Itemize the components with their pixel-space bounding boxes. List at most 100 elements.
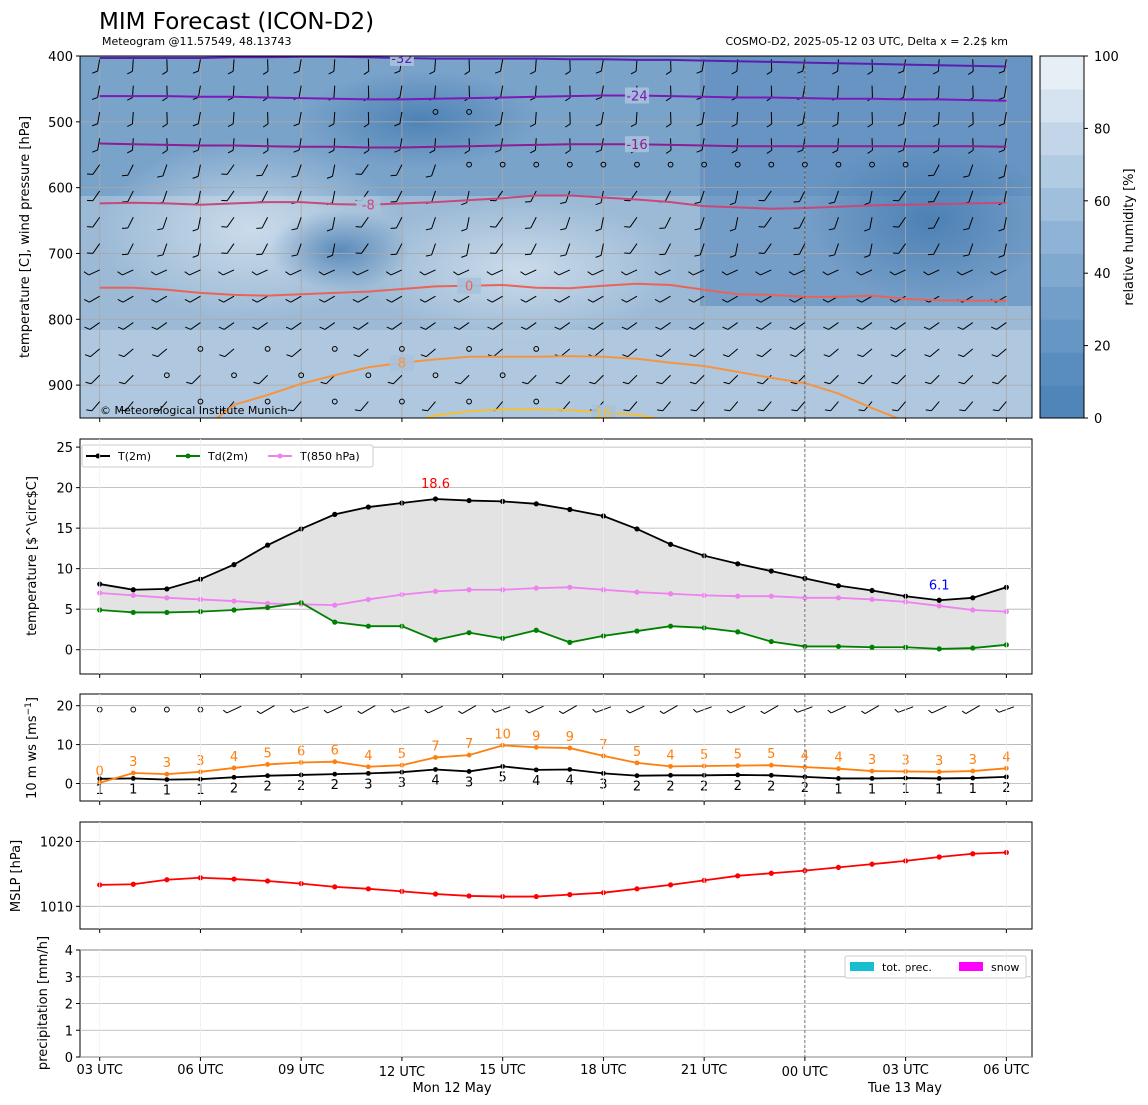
wind-barb: [326, 217, 336, 232]
wind-barb-shaft: [261, 164, 269, 176]
wind-barb-calm: [499, 161, 506, 168]
wind-barb-flag: [756, 354, 763, 358]
wind-barb-flag: [688, 326, 695, 330]
wind-barb-flag: [892, 409, 898, 412]
colorbar-tick-label: 0: [1094, 412, 1102, 427]
wind-barb: [91, 59, 101, 74]
wind-barb-shaft: [361, 243, 369, 254]
wind-barb-shaft: [525, 295, 537, 303]
wind-barb-calm: [432, 372, 439, 379]
wind-barb: [731, 111, 739, 128]
wind-barb-shaft: [827, 269, 839, 276]
wind-barb-shaft: [565, 190, 571, 203]
wind-barb: [998, 217, 1007, 232]
wind-barb-flag: [157, 228, 164, 231]
series-point: [936, 854, 942, 860]
wind-barb-flag: [520, 326, 527, 330]
wind-barb-shaft: [764, 190, 772, 202]
wind-barb-flag: [726, 709, 731, 714]
wind-barb: [554, 295, 571, 303]
series-point: [231, 876, 237, 882]
wind-barb-flag: [621, 298, 627, 303]
wind-barb-shaft: [491, 269, 503, 276]
wind-barb-flag: [461, 202, 467, 206]
wind-barb: [587, 295, 604, 303]
wind-barb-shaft: [699, 190, 705, 203]
wind-barb-shaft: [530, 243, 537, 255]
wind-barb: [162, 111, 168, 128]
colorbar-ticks: 0 20 40 60 80 100: [1084, 50, 1119, 427]
wind-barb: [690, 401, 705, 412]
humidity-dry-blob: [810, 140, 1032, 300]
wind-barb: [355, 216, 369, 228]
wind-barb-flag: [856, 271, 862, 276]
wind-barb-flag: [290, 708, 295, 713]
wind-barb: [756, 348, 772, 358]
wind-barb-flag: [252, 326, 258, 330]
legend-swatch-prec: [850, 962, 874, 971]
wind-barb: [655, 322, 671, 330]
wind-barb: [291, 243, 302, 257]
series-point: [634, 589, 640, 595]
y-tick-label: 500: [48, 116, 73, 131]
wind-barb: [587, 269, 604, 276]
wind-barb: [85, 374, 101, 385]
wind-barb-shaft: [197, 85, 201, 98]
wind-barb-shaft: [628, 401, 638, 412]
wind-barb: [84, 322, 100, 330]
wind-barb-shaft: [798, 243, 806, 255]
wind-barb-shaft: [431, 217, 436, 229]
wind-barb-shaft: [694, 322, 705, 330]
wind-barb-flag: [287, 409, 294, 412]
wind-barb-shaft: [903, 111, 907, 124]
wind-barb-shaft: [996, 322, 1007, 330]
wind-barb-flag: [723, 381, 730, 385]
wind-barb-shaft: [162, 164, 168, 177]
wind-barb-shaft: [466, 243, 470, 256]
gust-label: 5: [734, 748, 742, 763]
wind-barb: [696, 138, 705, 153]
series-point: [265, 604, 271, 611]
series-point: [433, 767, 438, 772]
wind-barb: [326, 164, 336, 179]
wind-barb-shaft: [663, 705, 678, 714]
wind-barb-shaft: [157, 348, 168, 357]
wind-barb-flag: [998, 70, 1005, 74]
wind-barb: [121, 243, 134, 256]
wind-barb-calm: [634, 161, 640, 168]
wind-barb: [425, 164, 436, 178]
series-point: [835, 864, 842, 870]
wind-barb: [420, 348, 436, 358]
wind-barb: [624, 216, 638, 228]
wind-barb-shaft: [600, 243, 604, 256]
wind-barb-flag: [520, 271, 526, 276]
wind-barb-shaft: [298, 85, 302, 98]
wind-barb: [991, 322, 1007, 330]
series-point: [970, 851, 976, 857]
series-point: [533, 585, 539, 591]
wind-barb-flag: [958, 381, 965, 385]
wind-barb-flag: [192, 228, 199, 232]
wind-barb-shaft: [793, 269, 806, 276]
wind-barb: [832, 111, 839, 128]
wind-barb-flag: [587, 298, 594, 303]
wind-barb-shaft: [197, 190, 201, 203]
wind-barb: [992, 374, 1007, 385]
series-point: [432, 588, 439, 594]
wind-barb-shaft: [97, 138, 101, 151]
x-tick-label: 15 UTC: [479, 1063, 525, 1078]
series-point: [466, 769, 472, 774]
wind-barb-shaft: [1003, 138, 1007, 151]
wind-barb-flag: [461, 254, 467, 258]
wind-barb-flag: [589, 381, 596, 385]
wind-barb: [595, 217, 604, 232]
x-tick-label: 03 UTC: [76, 1063, 122, 1078]
wind-barb-shaft: [794, 322, 806, 330]
wind-barb-flag: [620, 271, 627, 276]
wind-barb: [192, 59, 201, 74]
wind-barb-flag: [117, 271, 123, 276]
wind-barb-shaft: [90, 348, 101, 357]
wind-barb-calm: [264, 345, 271, 352]
wind-barb: [694, 217, 705, 231]
wind-barb: [192, 85, 201, 100]
